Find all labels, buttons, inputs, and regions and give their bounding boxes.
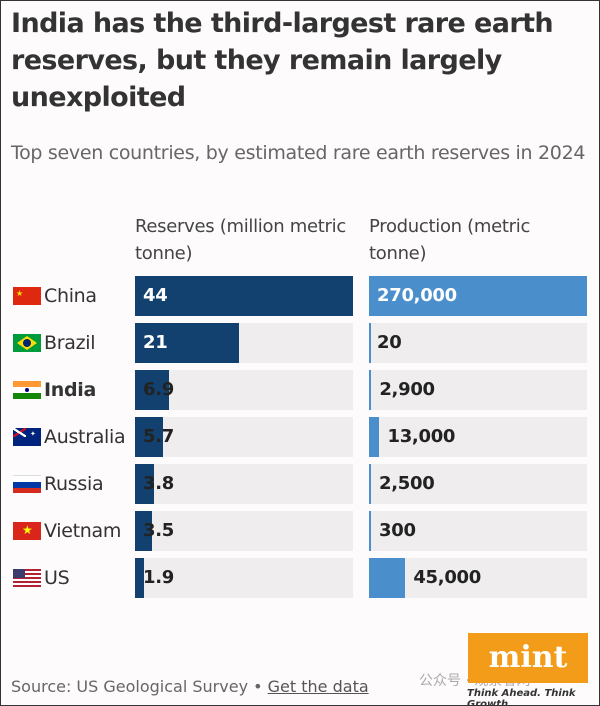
reserves-value: 5.7 <box>143 426 174 447</box>
production-value: 2,900 <box>379 379 435 400</box>
row-russia: Russia 3.8 2,500 <box>1 464 599 504</box>
reserves-track: 44 <box>135 276 353 316</box>
country-name: US <box>44 567 70 589</box>
row-brazil: Brazil 21 20 <box>1 323 599 363</box>
production-value: 2,500 <box>379 473 435 494</box>
country-name: Brazil <box>44 332 96 354</box>
reserves-bar <box>135 464 154 504</box>
vietnam-flag-icon: ★ <box>13 522 41 540</box>
reserves-track: 6.9 <box>135 370 353 410</box>
production-value: 13,000 <box>387 426 456 447</box>
country-name: India <box>44 379 97 401</box>
production-value: 270,000 <box>377 285 457 306</box>
row-australia: ✦ Australia 5.7 13,000 <box>1 417 599 457</box>
production-track: 2,500 <box>369 464 587 504</box>
production-header: Production (metric tonne) <box>369 216 531 264</box>
reserves-value: 21 <box>143 332 168 353</box>
country-name: Australia <box>44 426 126 448</box>
production-value: 300 <box>379 520 416 541</box>
row-india: India 6.9 2,900 <box>1 370 599 410</box>
reserves-track: 21 <box>135 323 353 363</box>
country-label: India <box>13 370 96 410</box>
production-track: 20 <box>369 323 587 363</box>
reserves-bar <box>135 511 153 551</box>
production-track: 45,000 <box>369 558 587 598</box>
row-vietnam: ★ Vietnam 3.5 300 <box>1 511 599 551</box>
reserves-value: 44 <box>143 285 168 306</box>
australia-flag-icon: ✦ <box>13 428 41 446</box>
production-bar <box>369 558 406 598</box>
production-bar <box>369 464 372 504</box>
country-label: Brazil <box>13 323 96 363</box>
country-label: Russia <box>13 464 104 504</box>
reserves-header: Reserves (million metric tonne) <box>135 216 346 264</box>
mint-logo: mint <box>468 633 588 683</box>
production-value: 20 <box>377 332 402 353</box>
reserves-bar <box>135 276 353 316</box>
row-us: US 1.9 45,000 <box>1 558 599 598</box>
row-china: ★ China 44 270,000 <box>1 276 599 316</box>
reserves-track: 3.8 <box>135 464 353 504</box>
country-name: China <box>44 285 97 307</box>
reserves-bar <box>135 417 164 457</box>
source-note: Source: US Geological Survey • Get the d… <box>11 677 369 696</box>
reserves-value: 3.8 <box>143 473 174 494</box>
reserves-bar <box>135 370 170 410</box>
reserves-value: 6.9 <box>143 379 174 400</box>
production-bar <box>369 511 371 551</box>
production-bar <box>369 370 372 410</box>
reserves-bar <box>135 558 145 598</box>
country-label: US <box>13 558 70 598</box>
country-label: ★ China <box>13 276 97 316</box>
production-bar <box>369 276 587 316</box>
brazil-flag-icon <box>13 334 41 352</box>
production-track: 270,000 <box>369 276 587 316</box>
chart-title: India has the third-largest rare earth r… <box>11 8 554 113</box>
russia-flag-icon <box>13 475 41 493</box>
reserves-bar <box>135 323 240 363</box>
logo-tagline: Think Ahead. Think Growth. <box>467 688 576 706</box>
production-bar <box>369 417 380 457</box>
reserves-value: 1.9 <box>143 567 174 588</box>
chart-subtitle: Top seven countries, by estimated rare e… <box>11 142 586 164</box>
get-data-link[interactable]: Get the data <box>267 677 369 696</box>
source-text: Source: US Geological Survey • <box>11 677 263 696</box>
reserves-value: 3.5 <box>143 520 174 541</box>
china-flag-icon: ★ <box>13 287 41 305</box>
production-bar <box>369 323 371 363</box>
us-flag-icon <box>13 569 41 587</box>
reserves-track: 5.7 <box>135 417 353 457</box>
production-value: 45,000 <box>413 567 481 588</box>
reserves-track: 3.5 <box>135 511 353 551</box>
country-label: ✦ Australia <box>13 417 126 457</box>
reserves-track: 1.9 <box>135 558 353 598</box>
country-name: Russia <box>44 473 104 495</box>
production-track: 300 <box>369 511 587 551</box>
country-label: ★ Vietnam <box>13 511 121 551</box>
production-track: 2,900 <box>369 370 587 410</box>
country-name: Vietnam <box>44 520 122 542</box>
india-flag-icon <box>13 381 41 399</box>
production-track: 13,000 <box>369 417 587 457</box>
